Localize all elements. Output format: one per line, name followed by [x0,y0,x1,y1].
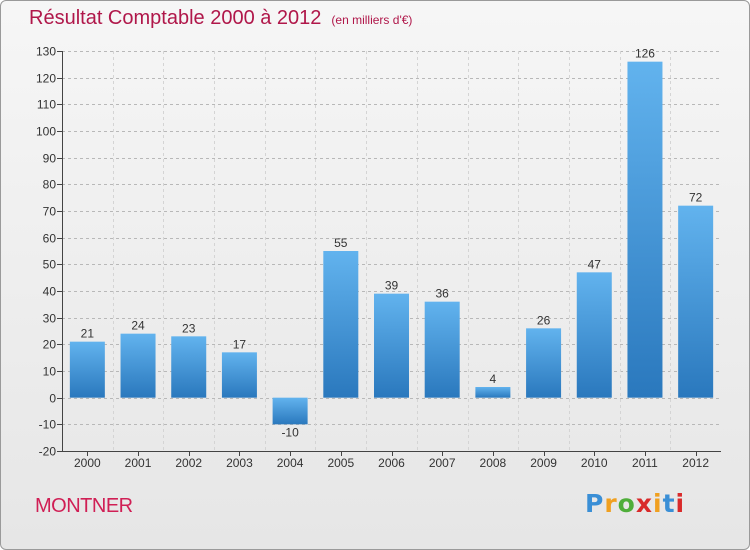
bar-2000 [69,341,105,398]
value-label-2003: 17 [233,337,247,351]
y-tick-label: 90 [43,152,57,166]
y-tick-label: 20 [43,338,57,352]
bar-2001 [120,333,156,398]
value-label-2009: 26 [537,313,551,327]
y-tick-label: 10 [43,365,57,379]
y-tick-label: 130 [36,45,56,59]
x-tick-label-2006: 2006 [378,456,405,470]
value-label-2006: 39 [385,279,399,293]
logo-letter: x [635,489,653,518]
value-label-2001: 24 [131,319,145,333]
logo-letter: i [653,489,663,518]
logo-letter: t [662,489,676,518]
y-tick-label: 40 [43,285,57,299]
value-label-2000: 21 [81,327,95,341]
value-label-2002: 23 [182,321,196,335]
unit-label: (en milliers d'€) [331,13,413,27]
chart-title: Résultat Comptable 2000 à 2012 (en millie… [29,7,412,30]
x-tick-label-2003: 2003 [226,456,253,470]
y-tick-label: 120 [36,72,56,86]
bar-2005 [323,251,359,398]
value-label-2007: 36 [436,287,450,301]
y-tick-label: 100 [36,125,56,139]
value-label-2010: 47 [588,257,602,271]
value-label-2012: 72 [689,191,703,205]
y-tick-label: 50 [43,258,57,272]
y-tick-label: 60 [43,232,57,246]
x-tick-label-2002: 2002 [175,456,202,470]
chart-title-text: Résultat Comptable 2000 à 2012 [29,7,322,29]
bar-2008 [475,387,511,398]
value-label-2011: 126 [635,47,655,61]
bar-2004 [272,397,308,425]
value-label-2005: 55 [334,236,348,250]
bar-2010 [576,272,612,398]
x-tick-label-2011: 2011 [632,456,658,470]
y-tick-label: 110 [37,98,56,112]
x-tick-label-2007: 2007 [429,456,456,470]
x-tick-label-2009: 2009 [530,456,557,470]
bars [69,61,714,425]
bar-2012 [678,205,714,398]
bar-2011 [627,61,663,398]
y-tick-label: -10 [39,418,57,432]
bar-2007 [424,301,460,398]
value-label-2008: 4 [490,372,497,386]
x-tick-label-2012: 2012 [682,456,709,470]
x-tick-label-2004: 2004 [277,456,304,470]
logo-letter: o [617,489,636,518]
proxiti-logo: Proxiti [585,489,685,518]
x-tick-label-2010: 2010 [581,456,608,470]
commune-name: MONTNER [35,495,133,517]
bar-2006 [374,293,409,398]
x-tick-label-2000: 2000 [74,456,101,470]
y-tick-label: 70 [43,205,57,219]
y-tick-label: 80 [43,178,57,192]
y-tick-label: 0 [49,392,56,406]
bar-2002 [171,336,207,398]
logo-letter: i [675,489,686,518]
y-tick-label: 30 [43,312,57,326]
logo-letter: r [604,489,618,518]
x-tick-label-2008: 2008 [480,456,507,470]
labels: -20 -10 0 10 20 30 40 50 60 70 80 90 100 110 120 130 21 2… [36,45,709,471]
axes [57,51,721,456]
value-label-2004: -10 [281,425,299,439]
bar-2009 [526,328,562,398]
logo-letter: P [585,489,605,518]
y-tick-label: -20 [39,445,57,459]
bar-2003 [221,352,257,398]
x-tick-label-2001: 2001 [125,456,152,470]
x-tick-label-2005: 2005 [327,456,354,470]
